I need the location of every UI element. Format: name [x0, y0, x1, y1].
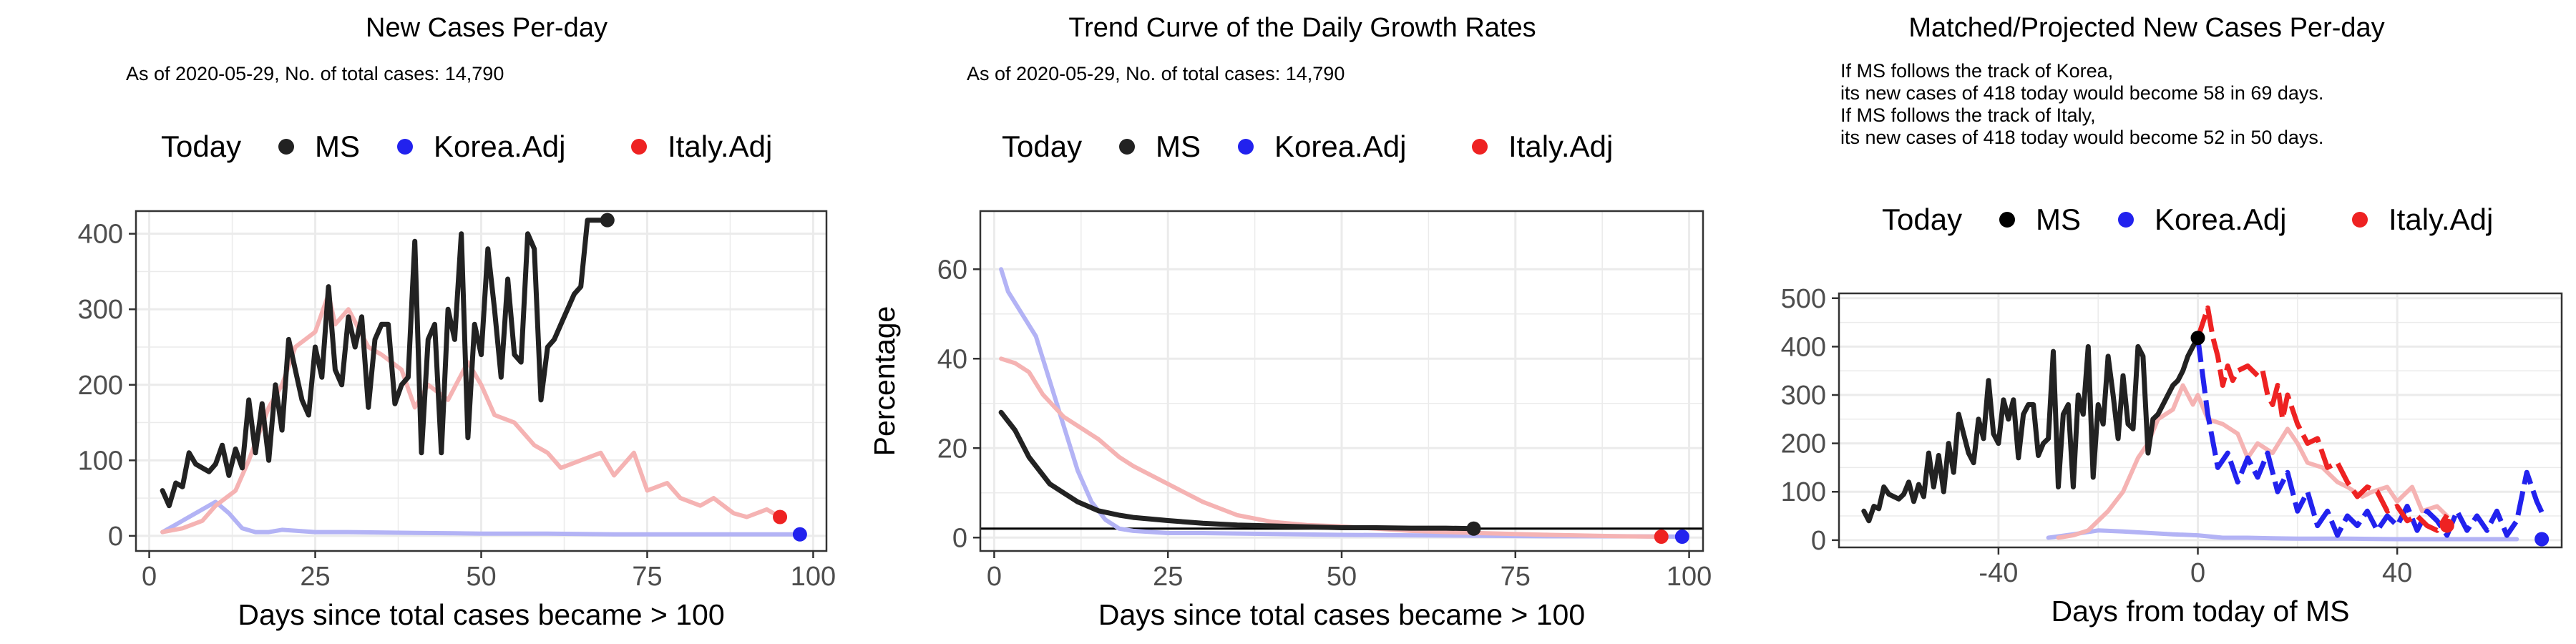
- chart-1-title: New Cases Per-day: [366, 13, 608, 43]
- y-axis-title: Percentage: [868, 306, 901, 457]
- legend-label: Korea.Adj: [1274, 130, 1406, 163]
- legend-label: MS: [2036, 203, 2081, 236]
- x-axis-title: Days since total cases became > 100: [238, 598, 724, 631]
- x-tick-label: 40: [2382, 558, 2412, 588]
- chart-3-svg: Today MS Korea.Adj Italy.Adj-40 0 40010020030…: [1781, 203, 2563, 628]
- legend-key-korea-adj: [2118, 212, 2134, 228]
- x-tick-label: 25: [1153, 562, 1183, 592]
- today-point-korea-adj: [792, 527, 807, 542]
- y-tick-label: 20: [937, 434, 967, 464]
- x-tick-label: 100: [1667, 562, 1712, 592]
- legend-key-ms: [1999, 212, 2015, 228]
- projection-line-italy-adj: [2195, 305, 2449, 533]
- y-tick-label: 300: [78, 295, 123, 325]
- series-line-korea-adj: [160, 499, 802, 537]
- y-tick-label: 200: [78, 371, 123, 401]
- legend-label: MS: [315, 130, 360, 163]
- y-tick-label: 40: [937, 344, 967, 374]
- legend-label: MS: [1156, 130, 1201, 163]
- y-tick-label: 400: [78, 220, 123, 250]
- legend-title: Today: [1002, 130, 1082, 163]
- today-point-korea-adj: [1674, 530, 1689, 544]
- x-tick-label: 0: [2190, 558, 2205, 588]
- x-tick-label: 50: [466, 562, 496, 592]
- legend-title: Today: [161, 130, 241, 163]
- chart-3-title: Matched/Projected New Cases Per-day: [1908, 13, 2385, 43]
- chart-1-svg: Today MS Korea.Adj Italy.Adj 0 25 50 75 100 0 100 2…: [78, 130, 836, 631]
- x-tick-label: -40: [1979, 558, 2018, 588]
- legend-label: Italy.Adj: [2389, 203, 2493, 236]
- legend-key-ms: [278, 139, 294, 155]
- legend-key-italy-adj: [1472, 139, 1488, 155]
- today-point-italy-adj: [1654, 530, 1669, 544]
- series-line-korea-adj: [2046, 528, 2519, 542]
- series-line-ms: [998, 409, 1476, 532]
- plot-border: [1838, 292, 2563, 549]
- y-tick-label: 100: [1781, 477, 1826, 507]
- today-point-korea-adj: [2534, 532, 2550, 547]
- today-point-italy-adj: [773, 509, 788, 525]
- x-tick-label: 75: [1501, 562, 1531, 592]
- y-tick-label: 300: [1781, 381, 1826, 411]
- chart-2-subtitle: As of 2020-05-29, No. of total cases: 14…: [967, 63, 1345, 84]
- y-tick-label: 0: [108, 522, 123, 552]
- legend-label: Italy.Adj: [1508, 130, 1613, 163]
- x-tick-label: 0: [142, 562, 157, 592]
- x-tick-label: 100: [791, 562, 836, 592]
- legend-key-italy-adj: [2352, 212, 2368, 228]
- legend-label: Italy.Adj: [668, 130, 772, 163]
- x-tick-label: 75: [632, 562, 662, 592]
- legend-label: Korea.Adj: [2155, 203, 2286, 236]
- legend-label: Korea.Adj: [434, 130, 565, 163]
- annotation-line: its new cases of 418 today would become …: [1840, 127, 2324, 148]
- y-tick-label: 0: [952, 523, 967, 553]
- x-axis-title: Days since total cases became > 100: [1098, 598, 1585, 631]
- chart-3-annotation: If MS follows the track of Korea, its ne…: [1840, 60, 2323, 149]
- legend-key-ms: [1119, 139, 1135, 155]
- x-axis-title: Days from today of MS: [2051, 595, 2350, 628]
- chart-panel-3: Matched/Projected New Cases Per-day If M…: [1717, 0, 2576, 644]
- y-tick-label: 0: [1811, 526, 1826, 556]
- chart-2-svg: Today MS Korea.Adj Italy.Adj 0 25 50 75 100 0 20 40…: [868, 130, 1712, 631]
- annotation-line: its new cases of 418 today would become …: [1840, 82, 2324, 104]
- y-tick-label: 500: [1781, 284, 1826, 314]
- annotation-line: If MS follows the track of Korea,: [1840, 60, 2114, 82]
- legend-key-italy-adj: [631, 139, 647, 155]
- chart-panel-1: New Cases Per-day As of 2020-05-29, No. …: [0, 0, 859, 644]
- annotation-line: If MS follows the track of Italy,: [1840, 104, 2096, 126]
- today-point-ms: [2190, 331, 2205, 346]
- today-point-italy-adj: [2439, 518, 2454, 533]
- legend-title: Today: [1882, 203, 1962, 236]
- today-point-ms: [1466, 521, 1481, 536]
- chart-panel-2: Trend Curve of the Daily Growth Rates As…: [859, 0, 1717, 644]
- legend-key-korea-adj: [397, 139, 413, 155]
- x-tick-label: 25: [300, 562, 330, 592]
- series-line-korea-adj: [999, 267, 1684, 539]
- legend-key-korea-adj: [1238, 139, 1254, 155]
- x-tick-label: 50: [1327, 562, 1357, 592]
- x-tick-label: 0: [987, 562, 1002, 592]
- series-line-italy-adj: [999, 356, 1664, 539]
- y-tick-label: 60: [937, 255, 967, 285]
- projection-line-korea-adj: [2195, 337, 2545, 538]
- today-point-ms: [600, 213, 615, 228]
- y-tick-label: 400: [1781, 332, 1826, 362]
- series-line-ms: [160, 218, 610, 509]
- y-tick-label: 100: [78, 446, 123, 476]
- y-tick-label: 200: [1781, 429, 1826, 459]
- chart-2-title: Trend Curve of the Daily Growth Rates: [1068, 13, 1536, 43]
- chart-1-subtitle: As of 2020-05-29, No. of total cases: 14…: [126, 63, 504, 84]
- series-line-ms: [1861, 335, 2200, 524]
